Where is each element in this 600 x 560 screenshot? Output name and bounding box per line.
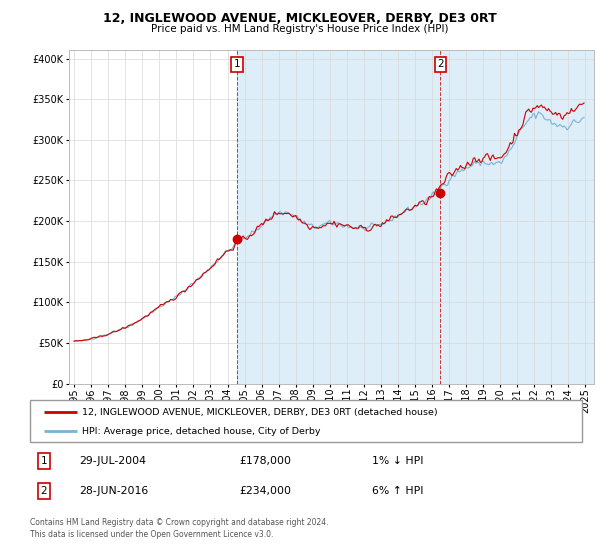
- Text: HPI: Average price, detached house, City of Derby: HPI: Average price, detached house, City…: [82, 427, 321, 436]
- Text: 2: 2: [40, 486, 47, 496]
- Text: 2: 2: [437, 59, 444, 69]
- Text: 1: 1: [234, 59, 241, 69]
- Text: £234,000: £234,000: [240, 486, 292, 496]
- FancyBboxPatch shape: [30, 400, 582, 442]
- Text: Price paid vs. HM Land Registry's House Price Index (HPI): Price paid vs. HM Land Registry's House …: [151, 24, 449, 34]
- Text: 29-JUL-2004: 29-JUL-2004: [80, 456, 146, 466]
- Text: £178,000: £178,000: [240, 456, 292, 466]
- Bar: [440, 50, 594, 384]
- Text: 1: 1: [40, 456, 47, 466]
- Text: 12, INGLEWOOD AVENUE, MICKLEOVER, DERBY, DE3 0RT: 12, INGLEWOOD AVENUE, MICKLEOVER, DERBY,…: [103, 12, 497, 25]
- Text: Contains HM Land Registry data © Crown copyright and database right 2024.
This d: Contains HM Land Registry data © Crown c…: [30, 518, 329, 539]
- Bar: [237, 50, 440, 384]
- Text: 12, INGLEWOOD AVENUE, MICKLEOVER, DERBY, DE3 0RT (detached house): 12, INGLEWOOD AVENUE, MICKLEOVER, DERBY,…: [82, 408, 438, 417]
- Text: 28-JUN-2016: 28-JUN-2016: [80, 486, 149, 496]
- Text: 6% ↑ HPI: 6% ↑ HPI: [372, 486, 424, 496]
- Text: 1% ↓ HPI: 1% ↓ HPI: [372, 456, 424, 466]
